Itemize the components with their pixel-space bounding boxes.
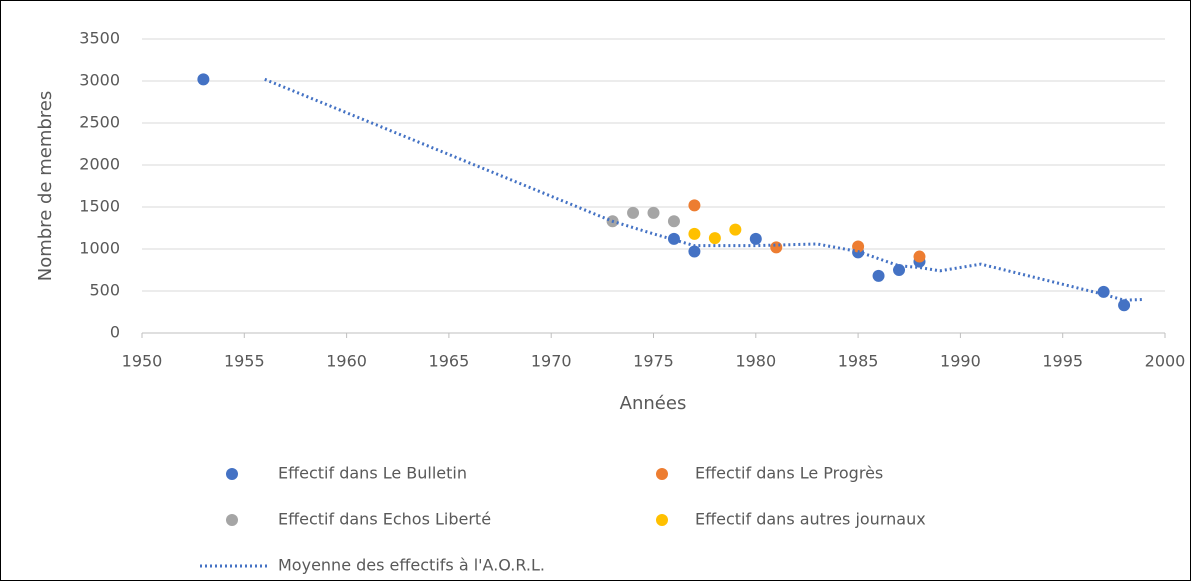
x-tick-label: 2000: [1145, 352, 1186, 371]
point: [688, 227, 701, 240]
point: [1118, 299, 1131, 312]
legend-marker: [226, 468, 238, 480]
x-tick-label: 1995: [1042, 352, 1083, 371]
legend-label: Effectif dans Echos Liberté: [278, 510, 491, 529]
legend-label: Effectif dans autres journaux: [695, 510, 926, 529]
point: [729, 223, 742, 236]
point: [197, 73, 210, 86]
y-tick-label: 1500: [79, 197, 120, 216]
point: [749, 232, 762, 245]
x-tick-label: 1975: [633, 352, 674, 371]
point: [667, 215, 680, 228]
legend-marker: [656, 514, 668, 526]
y-tick-label: 2500: [79, 113, 120, 132]
point: [688, 199, 701, 212]
x-tick-label: 1960: [326, 352, 367, 371]
y-axis-label: Nombre de membres: [35, 91, 56, 282]
x-tick-label: 1955: [224, 352, 265, 371]
legend-marker: [656, 468, 668, 480]
point: [893, 264, 906, 276]
y-tick-label: 3500: [79, 29, 120, 48]
x-tick-label: 1970: [531, 352, 572, 371]
y-tick-label: 3000: [79, 71, 120, 90]
point: [708, 232, 721, 245]
point: [770, 241, 783, 254]
legend-label: Effectif dans Le Progrès: [695, 464, 883, 483]
x-tick-label: 1950: [122, 352, 163, 371]
y-tick-label: 500: [89, 281, 120, 300]
legend-label: Moyenne des effectifs à l'A.O.R.L.: [278, 556, 545, 575]
point: [872, 269, 885, 282]
x-axis-label: Années: [620, 393, 687, 414]
x-tick-label: 1990: [940, 352, 981, 371]
point: [627, 206, 640, 219]
x-tick-label: 1965: [429, 352, 470, 371]
x-tick-label: 1985: [838, 352, 879, 371]
point: [1097, 285, 1110, 298]
point: [647, 206, 660, 219]
y-tick-label: 2000: [79, 155, 120, 174]
legend-marker: [226, 514, 238, 526]
point: [852, 240, 865, 253]
y-tick-label: 1000: [79, 239, 120, 258]
legend-label: Effectif dans Le Bulletin: [278, 464, 467, 483]
point: [688, 245, 701, 258]
trend-line: [264, 77, 1145, 302]
point: [913, 250, 926, 263]
x-tick-label: 1980: [735, 352, 776, 371]
y-tick-label: 0: [110, 323, 120, 342]
point: [667, 232, 680, 245]
